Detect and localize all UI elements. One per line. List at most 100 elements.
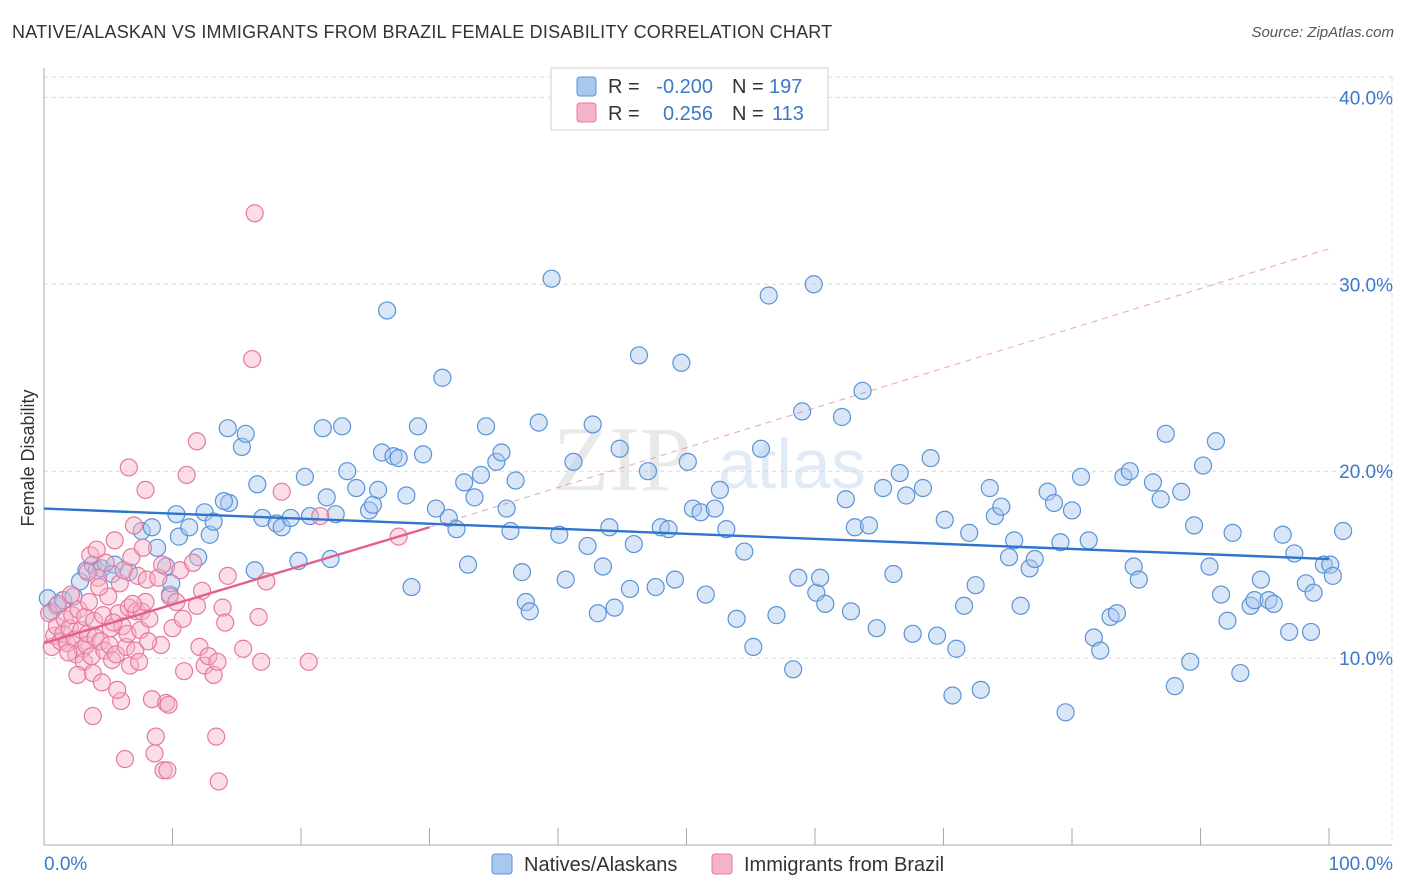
- y-tick-label: 40.0%: [1339, 88, 1393, 109]
- point-brazil: [252, 652, 271, 671]
- point-natives: [610, 439, 629, 458]
- point-natives: [804, 275, 823, 294]
- point-natives: [646, 577, 665, 597]
- point-brazil: [158, 761, 177, 780]
- point-natives: [588, 604, 607, 623]
- point-natives: [248, 475, 267, 494]
- legend-r-value-blue: -0.200: [656, 76, 713, 98]
- legend-r-label-pink: R =: [608, 103, 640, 125]
- point-natives: [529, 413, 548, 432]
- point-natives: [512, 563, 532, 582]
- point-natives: [389, 449, 408, 468]
- point-natives: [1056, 703, 1075, 722]
- point-natives: [659, 520, 678, 539]
- point-natives: [593, 557, 613, 576]
- legend-r-value-pink: 0.256: [663, 103, 713, 125]
- point-brazil: [108, 680, 127, 699]
- point-natives: [1181, 652, 1200, 671]
- point-natives: [867, 619, 886, 638]
- point-brazil: [156, 693, 176, 713]
- point-natives: [943, 686, 962, 705]
- point-natives: [1211, 585, 1231, 604]
- point-natives: [705, 499, 724, 518]
- point-natives: [295, 467, 314, 486]
- watermark: ZIP atlas: [553, 408, 866, 510]
- point-natives: [710, 480, 730, 499]
- point-natives: [853, 381, 872, 400]
- point-natives: [874, 478, 893, 498]
- point-natives: [317, 488, 336, 507]
- legend: R = -0.200 N = 197 R = 0.256 N = 113: [550, 67, 829, 131]
- point-natives: [1301, 622, 1321, 642]
- point-natives: [897, 486, 916, 505]
- scatter-points: [38, 204, 1353, 791]
- point-natives: [1264, 594, 1283, 613]
- point-natives: [960, 523, 979, 542]
- point-brazil: [243, 349, 262, 369]
- point-natives: [1038, 482, 1057, 501]
- point-brazil: [159, 695, 178, 714]
- legend-n-label-blue: N =: [732, 76, 764, 98]
- point-natives: [727, 609, 746, 628]
- x-tick-label-start: 0.0%: [44, 854, 87, 875]
- point-natives: [501, 521, 520, 541]
- point-natives: [347, 478, 366, 498]
- point-natives: [1005, 531, 1024, 550]
- point-natives: [1120, 462, 1139, 481]
- point-natives: [218, 419, 237, 438]
- point-brazil: [245, 204, 264, 223]
- point-brazil: [213, 598, 232, 617]
- point-natives: [1231, 663, 1250, 683]
- point-brazil: [124, 516, 144, 535]
- point-natives: [236, 424, 255, 443]
- point-brazil: [249, 607, 268, 627]
- point-brazil: [207, 727, 226, 746]
- watermark-zip: ZIP: [553, 408, 691, 510]
- point-brazil: [129, 652, 149, 671]
- point-natives: [624, 534, 643, 554]
- point-brazil: [88, 568, 108, 587]
- legend-swatch-pink: [576, 102, 597, 123]
- y-tick-label: 20.0%: [1339, 462, 1393, 483]
- point-natives: [859, 516, 879, 535]
- point-natives: [204, 512, 223, 531]
- point-natives: [147, 538, 167, 557]
- point-brazil: [142, 690, 162, 709]
- point-natives: [214, 491, 233, 511]
- point-natives: [1156, 424, 1175, 443]
- point-natives: [1025, 549, 1044, 569]
- point-brazil: [208, 652, 227, 671]
- point-natives: [605, 598, 624, 617]
- point-natives: [1273, 525, 1292, 544]
- point-natives: [556, 570, 575, 589]
- point-natives: [550, 525, 569, 544]
- point-natives: [1285, 544, 1304, 563]
- point-brazil: [90, 577, 109, 597]
- point-natives: [169, 527, 189, 546]
- point-brazil: [153, 555, 172, 574]
- point-natives: [759, 286, 778, 305]
- point-natives: [744, 637, 763, 656]
- point-natives: [789, 568, 808, 587]
- point-natives: [992, 497, 1011, 516]
- point-natives: [313, 419, 332, 438]
- point-natives: [999, 548, 1019, 567]
- point-brazil: [61, 585, 81, 604]
- point-natives: [564, 452, 583, 471]
- point-natives: [735, 542, 754, 561]
- point-natives: [471, 465, 490, 485]
- point-natives: [884, 564, 903, 584]
- point-natives: [751, 439, 771, 458]
- point-natives: [1011, 596, 1030, 615]
- point-natives: [717, 520, 736, 539]
- watermark-atlas: atlas: [718, 425, 866, 503]
- point-brazil: [69, 600, 88, 619]
- y-tick-label: 10.0%: [1339, 649, 1393, 670]
- point-natives: [1165, 677, 1184, 696]
- point-brazil: [174, 662, 194, 681]
- point-brazil: [92, 673, 111, 692]
- point-brazil: [68, 665, 87, 685]
- point-natives: [1206, 432, 1226, 451]
- point-natives: [397, 486, 416, 505]
- point-natives: [696, 585, 715, 604]
